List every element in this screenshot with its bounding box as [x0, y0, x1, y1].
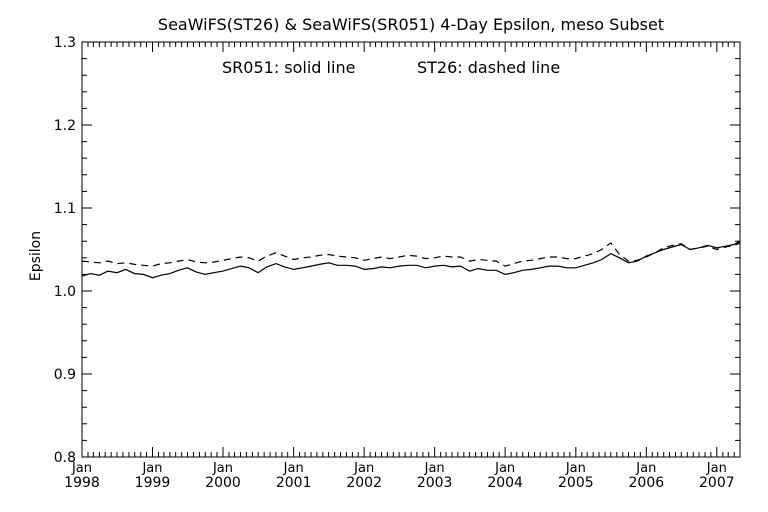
y-tick-label: 1.0: [54, 284, 76, 300]
x-tick-month: Jan: [141, 461, 162, 476]
plot-frame: [81, 41, 741, 458]
x-tick-year: 1999: [135, 475, 171, 491]
x-tick-month: Jan: [71, 461, 92, 476]
y-tick-label: 1.1: [54, 201, 76, 217]
y-tick-label: 1.2: [54, 118, 76, 134]
annotation-solid: SR051: solid line: [222, 58, 355, 77]
axes: 0.80.91.01.11.21.3Jan1998Jan1999Jan2000J…: [54, 35, 741, 491]
y-tick-label: 1.3: [54, 35, 76, 51]
x-tick-year: 2001: [276, 475, 312, 491]
x-tick-month: Jan: [706, 461, 727, 476]
x-tick-year: 2006: [629, 475, 665, 491]
x-tick-year: 2007: [699, 475, 735, 491]
x-tick-year: 2004: [487, 475, 523, 491]
y-tick-label: 0.9: [54, 367, 76, 383]
x-tick-month: Jan: [212, 461, 233, 476]
x-tick-month: Jan: [565, 461, 586, 476]
x-tick-year: 2003: [417, 475, 453, 491]
x-tick-month: Jan: [353, 461, 374, 476]
x-tick-year: 1998: [64, 475, 100, 491]
chart-title: SeaWiFS(ST26) & SeaWiFS(SR051) 4-Day Eps…: [158, 15, 664, 34]
x-tick-month: Jan: [494, 461, 515, 476]
y-tick-label: 0.8: [54, 450, 76, 466]
series-layer: [81, 240, 741, 279]
series-line-sr051: [81, 240, 741, 279]
x-tick-month: Jan: [424, 461, 445, 476]
x-tick-year: 2002: [346, 475, 382, 491]
x-tick-month: Jan: [635, 461, 656, 476]
y-axis-label: Epsilon: [28, 231, 44, 281]
annotation-dashed: ST26: dashed line: [417, 58, 560, 77]
x-tick-year: 2005: [558, 475, 594, 491]
series-line-st26: [81, 242, 741, 267]
x-tick-month: Jan: [283, 461, 304, 476]
x-tick-year: 2000: [205, 475, 241, 491]
